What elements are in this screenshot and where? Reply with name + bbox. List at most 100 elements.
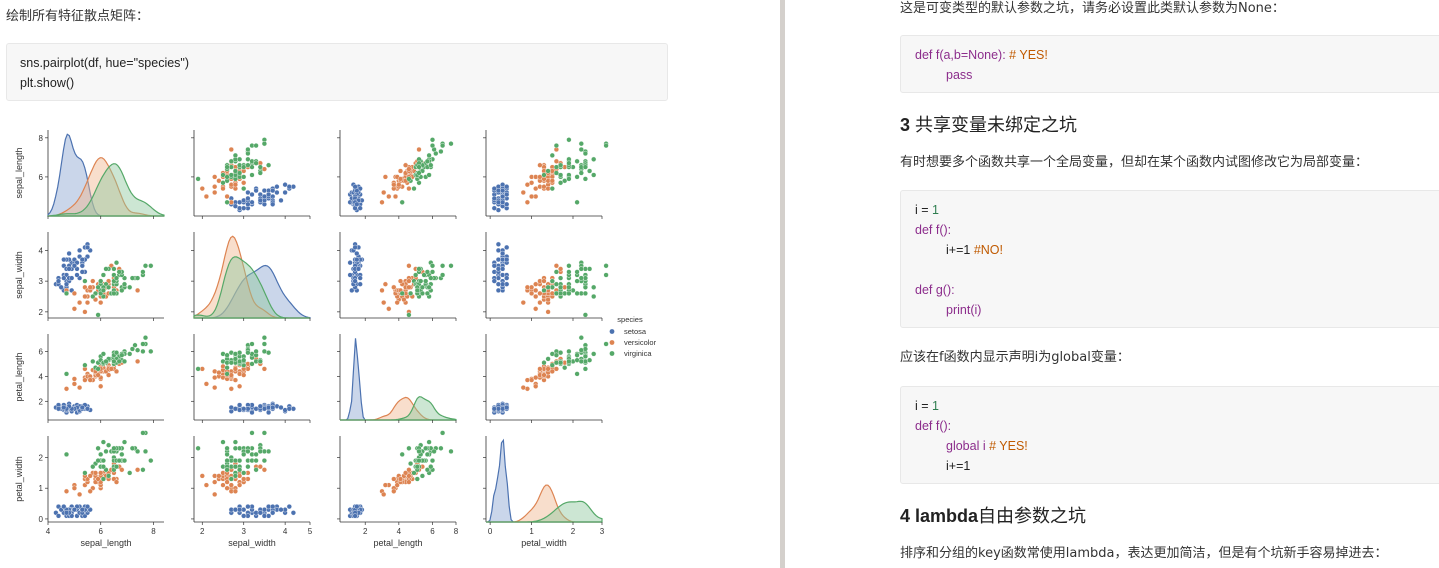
scatter-point-versicolor <box>76 491 83 498</box>
scatter-point-versicolor <box>520 300 526 306</box>
scatter-point-versicolor <box>98 383 104 389</box>
scatter-point-versicolor <box>113 368 120 375</box>
scatter-point-versicolor <box>105 372 112 378</box>
scatter-point-setosa <box>286 184 292 190</box>
scatter-point-versicolor <box>203 482 210 488</box>
scatter-point-virginica <box>142 263 149 269</box>
scatter-point-virginica <box>416 170 422 176</box>
scatter-point-virginica <box>549 185 555 192</box>
code-comment: # YES! <box>1009 48 1048 62</box>
heading-number: 4 lambda <box>900 506 979 526</box>
scatter-point-setosa <box>491 278 497 284</box>
scatter-point-setosa <box>241 513 247 519</box>
scatter-point-virginica <box>428 162 434 168</box>
scatter-point-virginica <box>140 348 146 355</box>
scatter-point-virginica <box>603 143 609 149</box>
scatter-point-versicolor <box>87 488 93 494</box>
scatter-point-versicolor <box>212 479 218 485</box>
scatter-point-virginica <box>224 365 230 371</box>
code-block-default-arg: def f(a,b=None): # YES! pass <box>900 35 1439 93</box>
scatter-point-versicolor <box>528 193 535 200</box>
scatter-point-virginica <box>557 180 564 186</box>
scatter-point-setosa <box>270 404 276 411</box>
legend-label-versicolor: versicolor <box>624 338 657 347</box>
scatter-point-virginica <box>237 467 243 473</box>
scatter-point-virginica <box>566 358 572 365</box>
scatter-point-versicolor <box>549 178 555 184</box>
scatter-point-versicolor <box>382 281 389 287</box>
x-axis-label: petal_width <box>521 538 567 548</box>
scatter-point-virginica <box>228 476 234 482</box>
scatter-point-versicolor <box>261 467 268 473</box>
scatter-point-setosa <box>352 513 358 519</box>
y-axis-label: sepal_width <box>14 251 24 299</box>
scatter-point-virginica <box>245 448 251 455</box>
scatter-point-setosa <box>71 263 78 269</box>
scatter-point-versicolor <box>381 300 387 306</box>
scatter-point-setosa <box>491 263 497 269</box>
scatter-point-virginica <box>245 162 251 168</box>
scatter-point-virginica <box>105 284 112 290</box>
scatter-point-virginica <box>429 263 436 269</box>
scatter-point-virginica <box>245 350 251 356</box>
scatter-point-versicolor <box>119 467 125 473</box>
scatter-point-setosa <box>354 257 360 263</box>
y-tick-label: 4 <box>39 246 44 255</box>
scatter-point-virginica <box>241 451 247 458</box>
scatter-point-setosa <box>355 266 362 272</box>
scatter-point-virginica <box>257 448 263 455</box>
scatter-point-virginica <box>448 263 454 269</box>
scatter-point-virginica <box>557 360 564 366</box>
code-text: i = <box>915 203 933 217</box>
scatter-point-versicolor <box>257 464 263 470</box>
x-tick-label: 8 <box>454 527 459 536</box>
scatter-point-virginica <box>249 430 255 436</box>
scatter-point-versicolor <box>199 473 205 479</box>
scatter-point-versicolor <box>524 182 531 188</box>
scatter-point-virginica <box>574 269 580 275</box>
scatter-point-setosa <box>354 250 360 257</box>
scatter-point-virginica <box>111 358 117 365</box>
scatter-point-setosa <box>274 189 280 196</box>
scatter-point-versicolor <box>520 189 526 196</box>
scatter-point-virginica <box>416 448 422 455</box>
scatter-point-virginica <box>95 458 101 464</box>
scatter-point-versicolor <box>391 488 397 494</box>
scatter-point-virginica <box>148 458 154 464</box>
scatter-point-virginica <box>140 269 146 275</box>
scatter-point-setosa <box>261 513 268 519</box>
scatter-point-virginica <box>438 445 444 451</box>
paragraph-default-arg: 这是可变类型的默认参数之坑，请务必设置此类默认参数为None： <box>900 1 1285 16</box>
scatter-point-versicolor <box>524 199 531 205</box>
scatter-point-virginica <box>253 458 259 464</box>
scatter-point-versicolor <box>232 488 239 494</box>
x-tick-label: 5 <box>308 527 313 536</box>
scatter-point-virginica <box>237 156 243 162</box>
section-heading-3: 3 共享变量未绑定之坑 <box>900 113 1077 138</box>
scatter-point-versicolor <box>82 377 88 383</box>
scatter-point-virginica <box>591 293 597 300</box>
scatter-point-virginica <box>95 366 101 372</box>
scatter-point-versicolor <box>382 174 389 180</box>
scatter-point-virginica <box>440 272 446 278</box>
scatter-point-versicolor <box>382 482 389 488</box>
scatter-point-virginica <box>429 269 436 275</box>
kde-curve-virginica <box>340 396 457 421</box>
scatter-point-virginica <box>140 467 146 473</box>
scatter-point-versicolor <box>406 263 412 269</box>
scatter-point-versicolor <box>76 300 83 306</box>
scatter-point-virginica <box>232 458 239 464</box>
scatter-point-virginica <box>424 290 431 297</box>
scatter-point-virginica <box>111 290 117 297</box>
scatter-point-versicolor <box>98 470 104 476</box>
y-tick-label: 2 <box>39 454 44 463</box>
scatter-point-versicolor <box>135 358 141 365</box>
scatter-point-virginica <box>545 284 551 290</box>
scatter-point-versicolor <box>533 287 539 294</box>
scatter-point-virginica <box>241 357 247 363</box>
scatter-point-versicolor <box>537 290 543 297</box>
heading-text: 共享变量未绑定之坑 <box>915 115 1078 136</box>
scatter-point-setosa <box>270 504 276 510</box>
scatter-point-virginica <box>424 451 431 458</box>
scatter-point-setosa <box>504 244 510 251</box>
